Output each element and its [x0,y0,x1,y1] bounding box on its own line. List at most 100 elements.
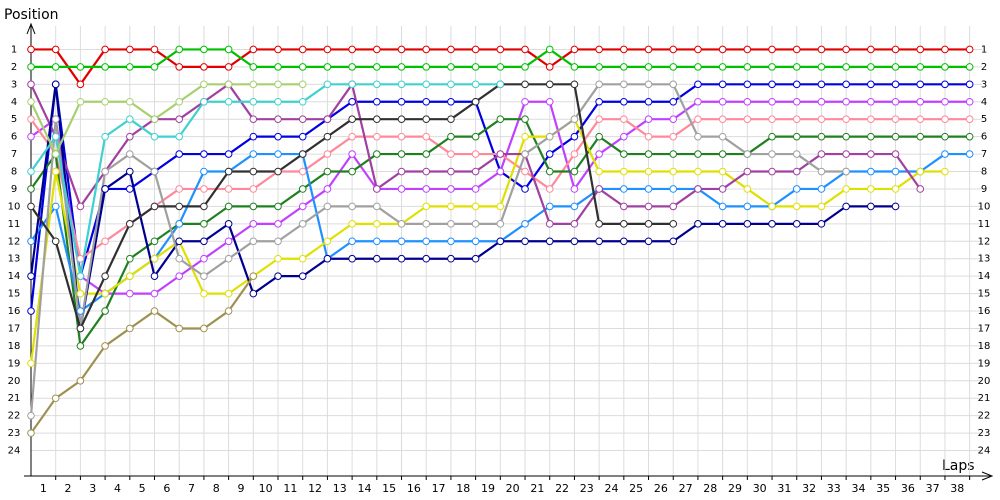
series-marker [965,45,974,54]
series-marker [644,97,653,106]
series-marker [249,80,258,89]
series-marker [298,202,307,211]
series-marker [620,115,628,123]
series-marker [867,63,875,71]
series-marker [348,63,356,71]
series-marker [694,97,702,106]
series-marker [965,150,974,158]
series-marker [620,185,628,193]
series-marker [471,185,480,193]
series-marker [595,63,603,71]
series-marker [941,80,949,89]
series-marker [27,63,35,71]
x-tick-label: 24 [604,482,618,495]
series-marker [842,185,850,193]
series-marker [447,132,455,141]
series-marker [200,150,208,158]
x-tick-label: 27 [679,482,693,495]
series-marker [298,115,307,123]
series-marker [718,132,727,141]
series-marker [224,97,233,106]
series-marker [51,202,60,211]
series-marker [891,202,900,211]
y-tick-label: 23 [8,428,21,439]
series-marker [694,115,702,123]
series-marker [867,202,875,211]
y-tick-label: 24 [8,446,21,457]
series-marker [792,185,801,193]
y-tick-label-right: 21 [978,393,991,404]
series-marker [274,80,282,89]
series-marker [200,324,208,333]
y-tick-label: 4 [11,97,17,108]
y-tick-label-right: 12 [978,236,991,247]
series-marker [249,220,258,228]
series-marker [101,97,109,106]
series-marker [817,45,826,54]
series-marker [891,45,900,54]
series-marker [817,150,826,158]
series-marker [891,132,900,141]
series-marker [175,324,184,333]
series-marker [545,132,554,141]
series-marker [669,97,678,106]
series-marker [101,45,109,54]
series-marker [595,132,603,141]
series-marker [348,167,356,176]
series-marker [644,115,653,123]
series-marker [101,185,109,193]
series-marker [496,202,505,211]
series-marker [348,132,356,141]
series-marker [27,359,35,368]
series-marker [422,115,431,123]
series-marker [891,115,900,123]
series-marker [496,167,505,176]
series-marker [76,377,85,385]
series-marker [76,63,85,71]
series-marker [817,132,826,141]
series-marker [150,272,159,280]
x-tick-label: 25 [629,482,643,495]
x-arrow [981,471,994,481]
series-marker [842,115,850,123]
series-marker [965,97,974,106]
series-marker [595,150,603,158]
x-tick-label: 7 [188,482,195,495]
series-marker [249,202,258,211]
series-marker [200,254,208,263]
series-marker [373,202,381,211]
series-marker [224,150,233,158]
series-marker [298,63,307,71]
x-tick-label: 34 [851,482,865,495]
x-tick-label: 16 [407,482,421,495]
series-marker [27,115,35,123]
series-marker [471,220,480,228]
series-marker [669,150,678,158]
series-marker [101,307,109,315]
x-tick-label: 28 [703,482,717,495]
y-tick-label-right: 17 [978,323,991,334]
y-axis-label: Position [4,7,59,23]
series-marker [620,220,628,228]
series-marker [817,63,826,71]
series-marker [817,202,826,211]
series-marker [669,202,678,211]
series-marker [274,132,282,141]
y-tick-label-right: 2 [981,62,987,73]
series-marker [941,45,949,54]
series-marker [941,63,949,71]
x-tick-label: 20 [506,482,520,495]
x-tick-label: 15 [382,482,396,495]
series-marker [373,132,381,141]
series-marker [669,132,678,141]
series-marker [620,150,628,158]
series-marker [521,115,529,123]
series-marker [620,167,628,176]
series-marker [447,254,455,263]
series-marker [249,289,258,298]
series-marker [422,63,431,71]
series-marker [620,97,628,106]
y-tick-label-right: 3 [981,79,987,90]
y-tick-label: 2 [11,62,17,73]
series-marker [743,63,752,71]
